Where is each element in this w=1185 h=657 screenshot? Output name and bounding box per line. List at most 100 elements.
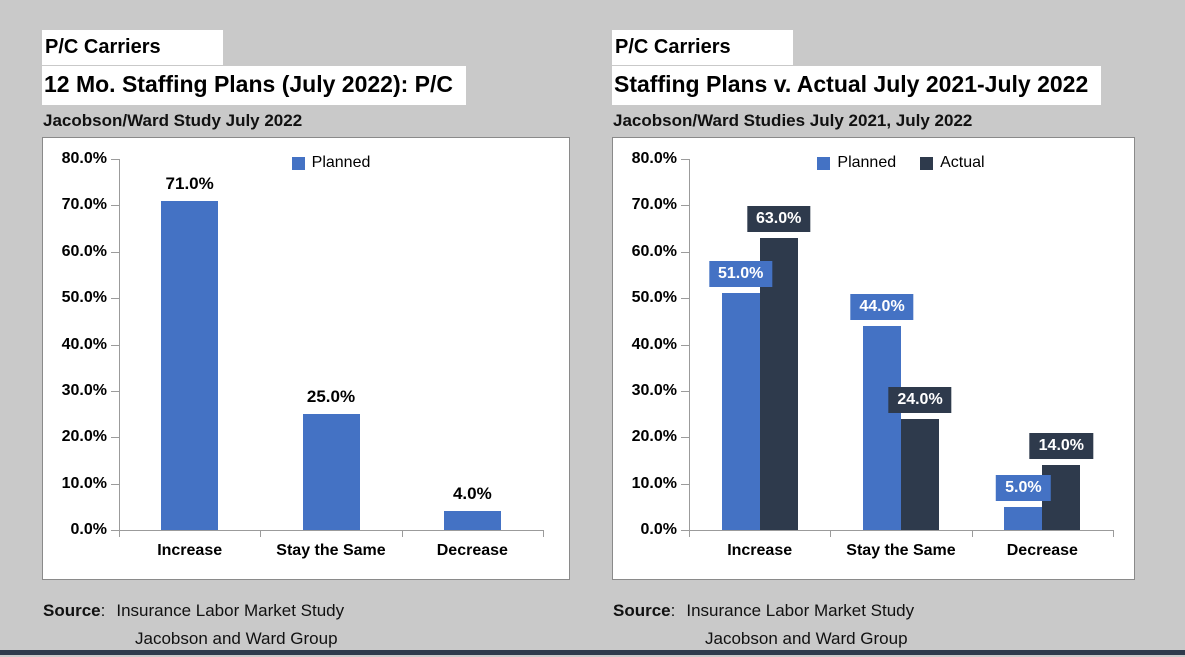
y-axis-tick: [681, 530, 689, 531]
y-axis-tick: [111, 298, 119, 300]
y-axis-tick: [681, 205, 689, 207]
x-axis-tick: [260, 530, 262, 537]
y-axis-line: [119, 159, 120, 530]
y-axis-tick: [681, 251, 689, 253]
legend-item-planned: Planned: [291, 154, 371, 172]
source-separator: :: [100, 601, 106, 620]
data-label-planned-stay-the-same: 25.0%: [306, 387, 356, 407]
left-chart-panel: P/C Carriers 12 Mo. Staffing Plans (July…: [42, 0, 570, 657]
y-axis-tick: [111, 483, 119, 485]
footer-accent-bar: [0, 650, 1185, 655]
y-axis-tick-label: 40.0%: [631, 335, 677, 353]
bar-planned-stay-the-same: [302, 414, 360, 530]
x-axis-tick: [119, 530, 120, 537]
y-axis-tick-label: 0.0%: [70, 521, 107, 538]
y-axis-tick: [681, 437, 689, 439]
y-axis-tick: [681, 159, 689, 160]
y-axis-tick: [681, 483, 689, 485]
x-axis-line: [119, 530, 544, 531]
x-axis-line: [689, 530, 1114, 531]
y-axis-tick-label: 10.0%: [631, 474, 677, 492]
y-axis-tick-label: 60.0%: [61, 242, 107, 260]
y-axis-tick: [681, 390, 689, 392]
y-axis-tick-label: 30.0%: [631, 381, 677, 399]
bar-actual-stay-the-same: [901, 418, 939, 530]
legend-swatch-icon-planned: [291, 156, 305, 170]
data-label-planned-decrease: 5.0%: [996, 474, 1051, 501]
right-chart-panel: P/C Carriers Staffing Plans v. Actual Ju…: [612, 0, 1135, 657]
chart-title-right: Staffing Plans v. Actual July 2021-July …: [612, 66, 1102, 105]
y-axis-tick-label: 30.0%: [61, 381, 107, 399]
source-label: Source: [613, 601, 671, 620]
source-separator: :: [670, 601, 676, 620]
legend-item-planned: Planned: [817, 154, 896, 172]
legend-swatch-icon-actual: [920, 156, 934, 170]
bar-planned-increase: [161, 200, 219, 530]
bar-planned-stay-the-same: [863, 325, 901, 530]
y-axis-tick: [111, 390, 119, 392]
y-axis-line: [689, 159, 690, 530]
plans-vs-actual-plot-area: 0.0% 10.0% 20.0% 30.0% 40.0% 50.0% 60.0% 70.0% 8…: [613, 138, 1134, 579]
x-axis-category-label: Stay the Same: [846, 542, 956, 559]
source-line2-left: Jacobson and Ward Group: [135, 629, 338, 648]
legend-item-actual: Actual: [920, 154, 985, 172]
y-axis-tick-label: 0.0%: [640, 521, 677, 538]
y-axis-tick-label: 20.0%: [631, 428, 677, 446]
staffing-plans-plot-area: 0.0% 10.0% 20.0% 30.0% 40.0% 50.0% 60.0% 70.0% 8…: [43, 138, 569, 579]
source-note-right: Source: Insurance Labor Market Study: [613, 601, 914, 621]
data-label-planned-stay-the-same: 44.0%: [850, 293, 914, 320]
x-axis-tick: [543, 530, 544, 537]
pc-carriers-badge-right: P/C Carriers: [612, 30, 793, 65]
legend-label-planned: Planned: [311, 154, 371, 171]
y-axis-tick-label: 60.0%: [631, 242, 677, 260]
chart-subtitle-left: Jacobson/Ward Study July 2022: [43, 111, 303, 130]
source-note-left: Source: Insurance Labor Market Study: [43, 601, 344, 621]
y-axis-tick: [111, 437, 119, 439]
y-axis-tick: [681, 344, 689, 346]
x-axis-category-label: Increase: [727, 542, 793, 559]
plans-vs-actual-chart: 0.0% 10.0% 20.0% 30.0% 40.0% 50.0% 60.0% 70.0% 8…: [612, 137, 1135, 580]
pc-carriers-badge-left: P/C Carriers: [42, 30, 223, 65]
data-label-planned-decrease: 4.0%: [452, 484, 492, 504]
bar-planned-decrease: [1004, 506, 1043, 530]
source-text: Insurance Labor Market Study: [116, 601, 345, 620]
bar-planned-increase: [721, 293, 760, 530]
data-label-planned-increase: 51.0%: [708, 261, 773, 288]
y-axis-tick-label: 50.0%: [631, 289, 677, 307]
y-axis-tick-label: 20.0%: [61, 428, 107, 446]
x-axis-category-label: Stay the Same: [276, 542, 386, 559]
legend-label-actual: Actual: [940, 154, 985, 171]
y-axis-tick-label: 80.0%: [631, 150, 677, 167]
y-axis-tick-label: 40.0%: [61, 335, 107, 353]
data-label-actual-decrease: 14.0%: [1029, 433, 1094, 460]
chart-legend: Planned: [119, 152, 543, 174]
source-line2-right: Jacobson and Ward Group: [705, 629, 908, 648]
x-axis-category-label: Decrease: [436, 542, 508, 559]
y-axis-tick-label: 80.0%: [61, 150, 107, 167]
staffing-plans-chart: 0.0% 10.0% 20.0% 30.0% 40.0% 50.0% 60.0% 70.0% 8…: [42, 137, 570, 580]
source-label: Source: [43, 601, 101, 620]
chart-title-left: 12 Mo. Staffing Plans (July 2022): P/C: [42, 66, 466, 105]
legend-swatch-icon-planned: [817, 156, 831, 170]
source-text: Insurance Labor Market Study: [686, 601, 915, 620]
bar-planned-decrease: [443, 511, 501, 530]
x-axis-category-label: Increase: [157, 542, 223, 559]
legend-label-planned: Planned: [837, 154, 897, 171]
chart-subtitle-right: Jacobson/Ward Studies July 2021, July 20…: [613, 111, 973, 130]
x-axis-tick: [971, 530, 973, 537]
y-axis-tick: [681, 298, 689, 300]
y-axis-tick: [111, 530, 119, 531]
y-axis-tick: [111, 344, 119, 346]
data-label-planned-increase: 71.0%: [165, 173, 214, 193]
x-axis-category-label: Decrease: [1006, 542, 1078, 559]
x-axis-tick: [1113, 530, 1114, 537]
y-axis-tick-label: 50.0%: [61, 289, 107, 307]
data-label-actual-stay-the-same: 24.0%: [888, 386, 952, 413]
x-axis-tick: [689, 530, 690, 537]
y-axis-tick: [111, 251, 119, 253]
y-axis-tick-label: 10.0%: [61, 474, 107, 492]
y-axis-tick-label: 70.0%: [631, 196, 677, 214]
y-axis-tick: [111, 159, 119, 160]
chart-legend: Planned Actual: [689, 152, 1113, 174]
